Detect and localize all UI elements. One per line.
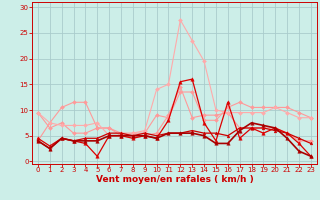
X-axis label: Vent moyen/en rafales ( km/h ): Vent moyen/en rafales ( km/h ) (96, 175, 253, 184)
